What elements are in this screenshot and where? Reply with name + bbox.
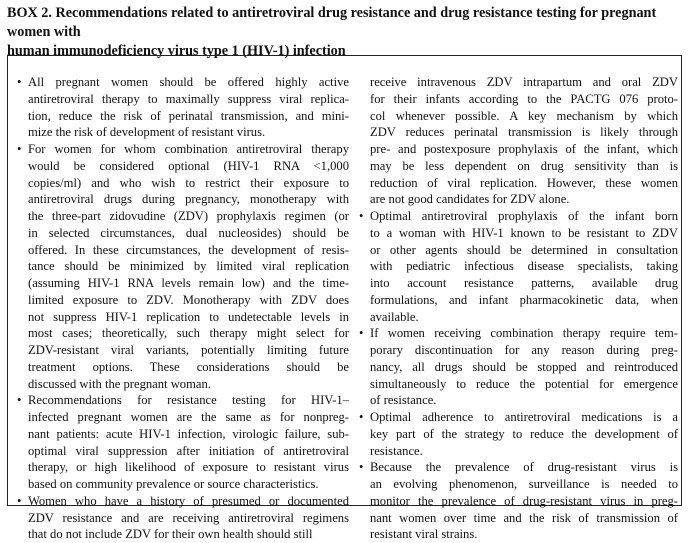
bullet-icon: • [359, 460, 364, 475]
right-column: receive intravenous ZDV intrapartum and … [359, 74, 678, 543]
text-line: are not good candidates for ZDV alone. [370, 192, 570, 207]
text-line: may be less dependent on drug sensitivit… [370, 158, 678, 173]
text-line: antiretroviral drugs during pregnancy, m… [28, 192, 349, 207]
text-line: limited exposure to ZDV. Monotherapy wit… [28, 292, 349, 307]
text-line: Women who have a history of presumed or … [28, 493, 349, 508]
bullet-item: • Recommendations for resistance testing … [17, 392, 349, 493]
bullet-icon: • [17, 393, 22, 408]
text-line: tion, reduce the risk of perinatal trans… [28, 108, 349, 123]
text-line: into account resistance patterns, availa… [370, 276, 678, 290]
text-line: offered. In these circumstances, the dev… [28, 242, 349, 257]
text-line: based on community prevalence or source … [28, 477, 319, 491]
text-line: to a woman with HIV-1 known to be resist… [370, 225, 678, 240]
box-title: BOX 2. Recommendations related to antire… [7, 4, 687, 61]
bullet-item: • Optimal adherence to antiretroviral med… [359, 409, 678, 459]
text-line: key part of the strategy to reduce the d… [370, 426, 678, 441]
bullet-icon: • [17, 142, 22, 156]
text-line: antiretroviral therapy to maximally supp… [28, 91, 349, 106]
text-line: All pregnant women should be offered hig… [28, 75, 349, 89]
bullet-icon: • [359, 410, 364, 424]
text-line: resistant viral strains. [370, 527, 478, 542]
text-line: ZDV reduces perinatal transmission is li… [370, 125, 678, 140]
text-line: simultaneously to reduce the potential f… [370, 376, 678, 391]
bullet-icon: • [17, 493, 22, 508]
text-line: an evolving phenomenon, surveillance is … [370, 477, 678, 491]
text-line: col whenever possible. A key mechanism b… [370, 108, 678, 123]
text-line: Optimal adherence to antiretroviral medi… [370, 410, 678, 424]
text-line: (assuming HIV-1 RNA levels remain low) a… [28, 276, 349, 290]
text-line: copies/ml) and who wish to restrict thei… [28, 175, 349, 190]
text-line: tance should be minimized by limited vir… [28, 259, 349, 274]
text-line: infected pregnant women are the same as … [28, 410, 349, 424]
text-line: porary discontinuation for any reason du… [370, 343, 678, 357]
text-line: ZDV-resistant viral variants, potentiall… [28, 343, 349, 357]
text-line: formulations, and infant pharmacokinetic… [370, 292, 678, 307]
text-line: in selected circumstances, dual nucleosi… [28, 225, 349, 240]
text-line: reduction of viral replication. However,… [370, 175, 678, 190]
text-line: Recommendations for resistance testing f… [28, 393, 349, 408]
text-line: treatment options. These considerations … [28, 359, 349, 374]
left-column: • All pregnant women should be offered hi… [17, 74, 349, 543]
bullet-item: • Women who have a history of presumed or… [17, 493, 349, 543]
text-line: available. [370, 309, 419, 324]
text-line: nant patients: acute HIV-1 infection, vi… [28, 426, 349, 441]
text-line: nant women over time and the risk of tra… [370, 510, 678, 525]
text-line: most cases; theoretically, such therapy … [28, 326, 349, 341]
recommendations-box: • All pregnant women should be offered hi… [7, 55, 682, 541]
bullet-item: • Optimal antiretroviral prophylaxis of t… [359, 208, 678, 325]
bullet-icon: • [359, 326, 364, 341]
bullet-item: • Because the prevalence of drug-resistan… [359, 459, 678, 543]
box-title-line: BOX 2. Recommendations related to antire… [7, 5, 657, 40]
text-line: Because the prevalence of drug-resistant… [370, 460, 678, 475]
text-line: that do not include ZDV for their own he… [28, 527, 313, 542]
text-line: ZDV resistance and are receiving antiret… [28, 510, 349, 525]
text-line: resistance. [370, 443, 423, 458]
text-line: pre- and postexposure prophylaxis of the… [370, 142, 678, 156]
text-line: optimal viral suppression after initiati… [28, 443, 349, 458]
bullet-item: • All pregnant women should be offered hi… [17, 74, 349, 141]
text-line: mize the risk of development of resistan… [28, 125, 266, 140]
bullet-icon: • [17, 75, 22, 89]
text-line: not suppress HIV-1 replication to undete… [28, 309, 349, 324]
text-line: or other agents should be determined in … [370, 242, 678, 257]
bullet-item: • For women for whom combination antiretr… [17, 141, 349, 392]
text-line: Optimal antiretroviral prophylaxis of th… [370, 209, 678, 223]
bullet-item: • If women receiving combination therapy … [359, 325, 678, 409]
bullet-item: receive intravenous ZDV intrapartum and … [370, 74, 678, 208]
text-line: of resistance. [370, 393, 437, 408]
text-line: for their infants according to the PACTG… [370, 91, 678, 106]
text-line: with pediatric infectious disease specia… [370, 259, 678, 274]
text-line: the three-part zidovudine (ZDV) prophyla… [28, 209, 349, 223]
text-line: For women for whom combination antiretro… [28, 142, 349, 156]
bullet-icon: • [359, 209, 364, 223]
text-line: discussed with the pregnant woman. [28, 376, 211, 391]
text-line: would be considered optional (HIV-1 RNA … [28, 158, 349, 173]
text-line: therapy, or high likelihood of exposure … [28, 460, 349, 475]
text-line: If women receiving combination therapy r… [370, 326, 678, 341]
text-line: receive intravenous ZDV intrapartum and … [370, 75, 678, 89]
text-line: monitor the prevalence of drug-resistant… [370, 493, 678, 508]
text-line: nancy, all drugs should be stopped and r… [370, 359, 678, 374]
